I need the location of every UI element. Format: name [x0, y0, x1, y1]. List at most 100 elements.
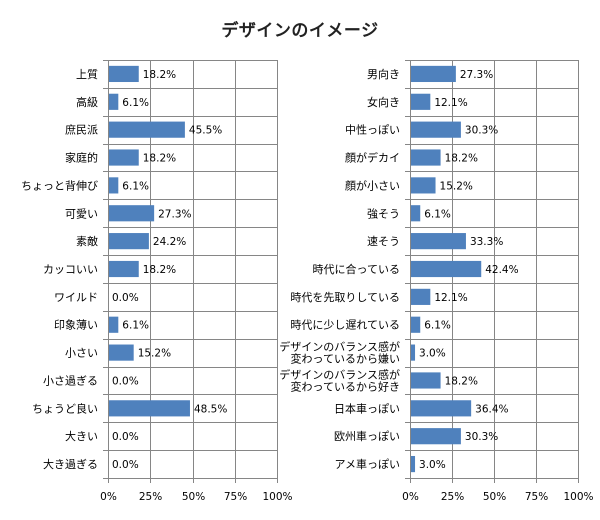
category-label: 庶民派: [65, 123, 98, 137]
chart-title: デザインのイメージ: [221, 21, 379, 41]
data-label: 12.1%: [434, 292, 467, 304]
data-label: 3.0%: [419, 459, 446, 471]
data-label: 27.3%: [158, 208, 191, 220]
category-label: デザインのバランス感が変わっているから嫌い: [279, 340, 400, 366]
category-label: アメ車っぽい: [335, 457, 400, 471]
bar: [109, 316, 119, 333]
bar: [411, 400, 472, 417]
bar: [109, 205, 155, 222]
category-label: 時代に合っている: [313, 262, 400, 276]
bar: [411, 288, 431, 305]
x-tick-label: 100%: [262, 491, 292, 503]
data-label: 18.2%: [445, 375, 478, 387]
chart-panel-left: 0% 25% 50% 75% 100% 18.2% 上質 6.1% 高級 45.5% 庶民派 18.2…: [21, 60, 293, 503]
data-label: 30.3%: [465, 125, 498, 137]
data-label: 18.2%: [143, 69, 176, 81]
bar: [109, 149, 139, 166]
bar: [109, 344, 134, 361]
bar: [109, 233, 149, 250]
x-tick-label: 75%: [224, 491, 247, 503]
x-tick-label: 25%: [441, 491, 464, 503]
bar: [411, 428, 461, 445]
data-label: 6.1%: [122, 180, 149, 192]
x-tick-label: 75%: [525, 491, 548, 503]
category-label: ちょっと背伸び: [21, 178, 98, 192]
bar: [109, 65, 139, 83]
x-tick-label: 0%: [402, 491, 419, 503]
data-label: 45.5%: [189, 125, 222, 137]
data-label: 6.1%: [424, 320, 451, 332]
category-label: 上質: [76, 67, 98, 81]
category-label: 強そう: [367, 207, 400, 220]
bar: [411, 372, 441, 389]
category-label: 顔がデカイ: [345, 151, 400, 165]
category-label: 小さい: [65, 347, 98, 360]
category-label: 高級: [76, 95, 98, 109]
category-label: デザインのバランス感が変わっているから好き: [279, 367, 400, 393]
bar: [411, 65, 456, 83]
data-label: 18.2%: [143, 153, 176, 165]
category-label: 可愛い: [65, 207, 98, 220]
data-label: 6.1%: [122, 97, 149, 109]
data-label: 0.0%: [112, 431, 139, 443]
category-label: 小さ過ぎる: [43, 373, 98, 387]
data-label: 42.4%: [485, 264, 518, 276]
data-label: 0.0%: [112, 375, 139, 387]
category-label: 時代を先取りしている: [290, 291, 400, 304]
category-label: 時代に少し遅れている: [290, 319, 400, 332]
category-label-line: 変わっているから好き: [291, 379, 400, 393]
category-label: 速そう: [367, 235, 400, 248]
x-tick-label: 0%: [100, 491, 117, 503]
bar: [411, 205, 421, 222]
data-label: 24.2%: [153, 236, 186, 248]
bar: [411, 149, 441, 166]
bar: [411, 177, 436, 194]
category-label: カッコいい: [43, 263, 98, 276]
x-tick-label: 25%: [139, 491, 162, 503]
category-label: 印象薄い: [54, 318, 98, 332]
data-label: 6.1%: [424, 208, 451, 220]
category-label: 欧州車っぽい: [334, 429, 400, 443]
bar: [411, 93, 431, 110]
bar: [109, 260, 139, 278]
bar: [411, 455, 416, 473]
category-label: 女向き: [367, 95, 400, 109]
bar: [411, 344, 416, 361]
data-label: 15.2%: [440, 180, 473, 192]
data-label: 48.5%: [194, 403, 227, 415]
x-tick-label: 50%: [182, 491, 205, 503]
category-label: 家庭的: [65, 151, 98, 165]
data-label: 6.1%: [122, 320, 149, 332]
data-label: 18.2%: [445, 153, 478, 165]
data-label: 18.2%: [143, 264, 176, 276]
bar: [411, 316, 421, 333]
category-label: 顔が小さい: [345, 178, 400, 192]
bar: [411, 260, 482, 278]
category-label: 大きい: [65, 429, 98, 443]
category-label: 大き過ぎる: [43, 457, 98, 471]
data-label: 3.0%: [419, 348, 446, 360]
data-label: 36.4%: [475, 403, 508, 415]
category-label: ちょうど良い: [32, 401, 98, 415]
bar: [109, 400, 190, 417]
data-label: 0.0%: [112, 459, 139, 471]
category-label-line: デザインのバランス感が: [279, 367, 400, 381]
bar: [109, 177, 119, 194]
category-label-line: 変わっているから嫌い: [291, 352, 400, 366]
category-label: 男向き: [367, 67, 400, 81]
data-label: 30.3%: [465, 431, 498, 443]
x-tick-label: 50%: [483, 491, 506, 503]
category-label-line: デザインのバランス感が: [279, 340, 400, 354]
bar: [411, 233, 466, 250]
chart-panel-right: 0% 25% 50% 75% 100% 27.3% 男向き 12.1% 女向き 30.3% 中性っぽ…: [279, 60, 594, 503]
data-label: 15.2%: [138, 348, 171, 360]
data-label: 27.3%: [460, 69, 493, 81]
category-label: ワイルド: [54, 291, 98, 304]
bar: [411, 121, 461, 138]
data-label: 0.0%: [112, 292, 139, 304]
data-label: 12.1%: [434, 97, 467, 109]
category-label: 素敵: [76, 235, 98, 248]
category-label: 中性っぽい: [345, 123, 400, 137]
category-label: 日本車っぽい: [334, 401, 400, 415]
